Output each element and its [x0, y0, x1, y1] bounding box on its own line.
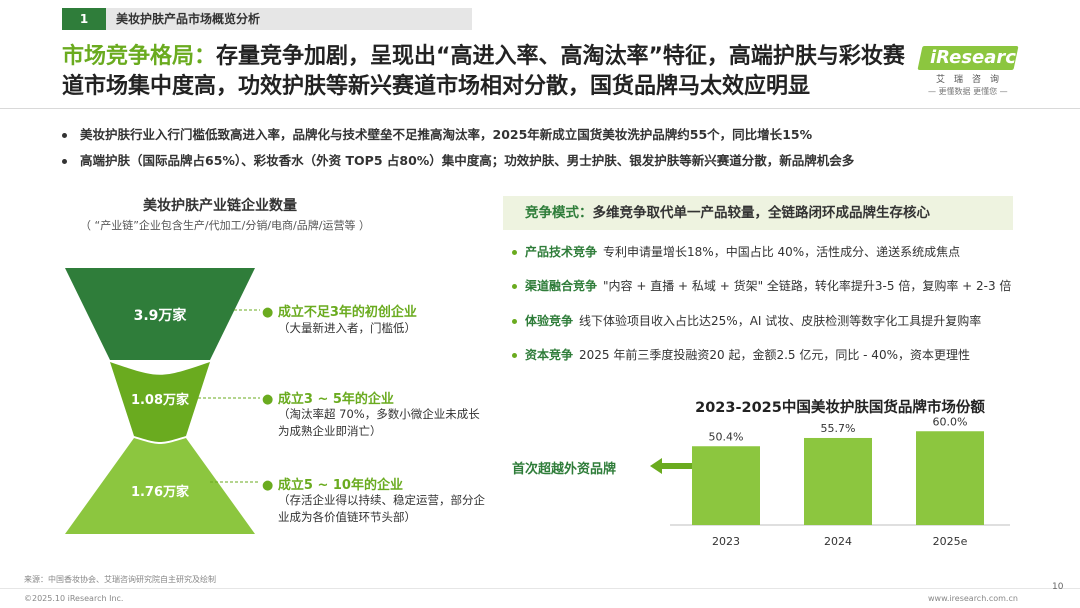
- funnel-stage-2: ● 成立3 ~ 5年的企业: [262, 392, 394, 407]
- bullet-item: 美妆护肤行业入行门槛低致高进入率，品牌化与技术壁垒不足推高淘汰率，2025年新成…: [62, 122, 1022, 148]
- funnel-subtitle: （ “产业链”企业包含生产/代加工/分销/电商/品牌/运营等 ）: [80, 219, 370, 232]
- copyright: ©2025.10 iResearch Inc.: [24, 594, 124, 603]
- funnel-stage-1: ● 成立不足3年的初创企业: [262, 305, 417, 320]
- bar-2023: [692, 446, 760, 525]
- bullet-dot-icon: [512, 250, 517, 255]
- funnel-value-3: 1.76万家: [131, 484, 190, 500]
- arrow-left-icon: [650, 458, 692, 474]
- footer-divider: [0, 588, 1080, 589]
- iresearch-logo: iResearch 艾瑞咨询 — 更懂数据 更懂您 —: [900, 42, 1030, 100]
- competition-summary: 竞争模式：多维竞争取代单一产品较量，全链路闭环成品牌生存核心: [503, 196, 1013, 230]
- competition-item: 渠道融合竞争 "内容 + 直播 + 私域 + 货架" 全链路，转化率提升3-5 倍…: [512, 277, 1011, 294]
- competition-item: 产品技术竞争 专利申请量增长18%，中国占比 40%，活性成分、递送系统成焦点: [512, 243, 960, 260]
- site-url: www.iresearch.com.cn: [928, 594, 1018, 603]
- bar-value-label: 50.4%: [709, 430, 744, 443]
- page-number: 10: [1052, 582, 1064, 592]
- funnel-tier-1: [65, 268, 255, 360]
- share-bar-chart: 50.4% 2023 55.7% 2024 60.0% 2025e: [670, 415, 1010, 548]
- logo-brand: iResearch: [930, 47, 1029, 68]
- bullet-dot-icon: [512, 319, 517, 324]
- funnel-stage-3: ● 成立5 ~ 10年的企业: [262, 478, 403, 493]
- bullet-dot-icon: [512, 284, 517, 289]
- chart-title: 2023-2025中国美妆护肤国货品牌市场份额: [695, 400, 985, 416]
- header-divider: [0, 108, 1080, 109]
- callout-text: 首次超越外资品牌: [512, 462, 617, 477]
- bullet-item: 高端护肤（国际品牌占65%）、彩妆香水（外资 TOP5 占80%）集中度高；功效…: [62, 148, 1022, 174]
- competition-label: 竞争模式：: [525, 205, 593, 221]
- summary-bullets: 美妆护肤行业入行门槛低致高进入率，品牌化与技术壁垒不足推高淘汰率，2025年新成…: [62, 122, 1022, 174]
- bar-value-label: 60.0%: [933, 415, 968, 428]
- funnel-desc-2: （淘汰率超 70%，多数小微企业未成长为成熟企业即消亡）: [278, 407, 480, 438]
- bar-2024: [804, 437, 872, 525]
- funnel-desc-1: （大量新进入者，门槛低）: [278, 321, 416, 335]
- funnel-diagram: 3.9万家 1.08万家 1.76万家: [65, 268, 260, 534]
- funnel-title: 美妆护肤产业链企业数量: [143, 198, 297, 214]
- section-number: 1: [62, 8, 106, 30]
- funnel-tier-2: [110, 362, 210, 442]
- funnel-value-1: 3.9万家: [134, 307, 188, 324]
- bar-2025e: [916, 431, 984, 525]
- logo-cn-name: 艾瑞咨询: [936, 75, 1009, 85]
- competition-item: 体验竞争 线下体验项目收入占比达25%，AI 试妆、皮肤检测等数字化工具提升复购率: [512, 312, 981, 329]
- section-bar: 1 美妆护肤产品市场概览分析: [62, 8, 472, 30]
- funnel-desc-3: （存活企业得以持续、稳定运营，部分企业成为各价值链环节头部）: [278, 493, 485, 524]
- x-tick-label: 2024: [824, 535, 852, 548]
- funnel-value-2: 1.08万家: [131, 392, 190, 408]
- section-title: 美妆护肤产品市场概览分析: [116, 12, 261, 26]
- bullet-dot-icon: [512, 353, 517, 358]
- funnel-tier-3: [65, 438, 255, 534]
- source-note: 来源：中国香妆协会、艾瑞咨询研究院自主研究及绘制: [24, 575, 216, 584]
- page-headline: 市场竞争格局：存量竞争加剧，呈现出“高进入率、高淘汰率”特征，高端护肤与彩妆赛道…: [62, 42, 922, 102]
- logo-slogan: — 更懂数据 更懂您 —: [928, 87, 1008, 96]
- headline-text: 存量竞争加剧，呈现出“高进入率、高淘汰率”特征，高端护肤与彩妆赛道市场集中度高，…: [62, 44, 905, 99]
- bar-value-label: 55.7%: [821, 422, 856, 435]
- competition-summary-text: 多维竞争取代单一产品较量，全链路闭环成品牌生存核心: [592, 205, 931, 221]
- x-tick-label: 2025e: [933, 535, 968, 548]
- competition-item: 资本竞争 2025 年前三季度投融资20 起，金额2.5 亿元，同比 - 40%，…: [512, 346, 970, 363]
- x-tick-label: 2023: [712, 535, 740, 548]
- headline-lead: 市场竞争格局：: [62, 44, 217, 69]
